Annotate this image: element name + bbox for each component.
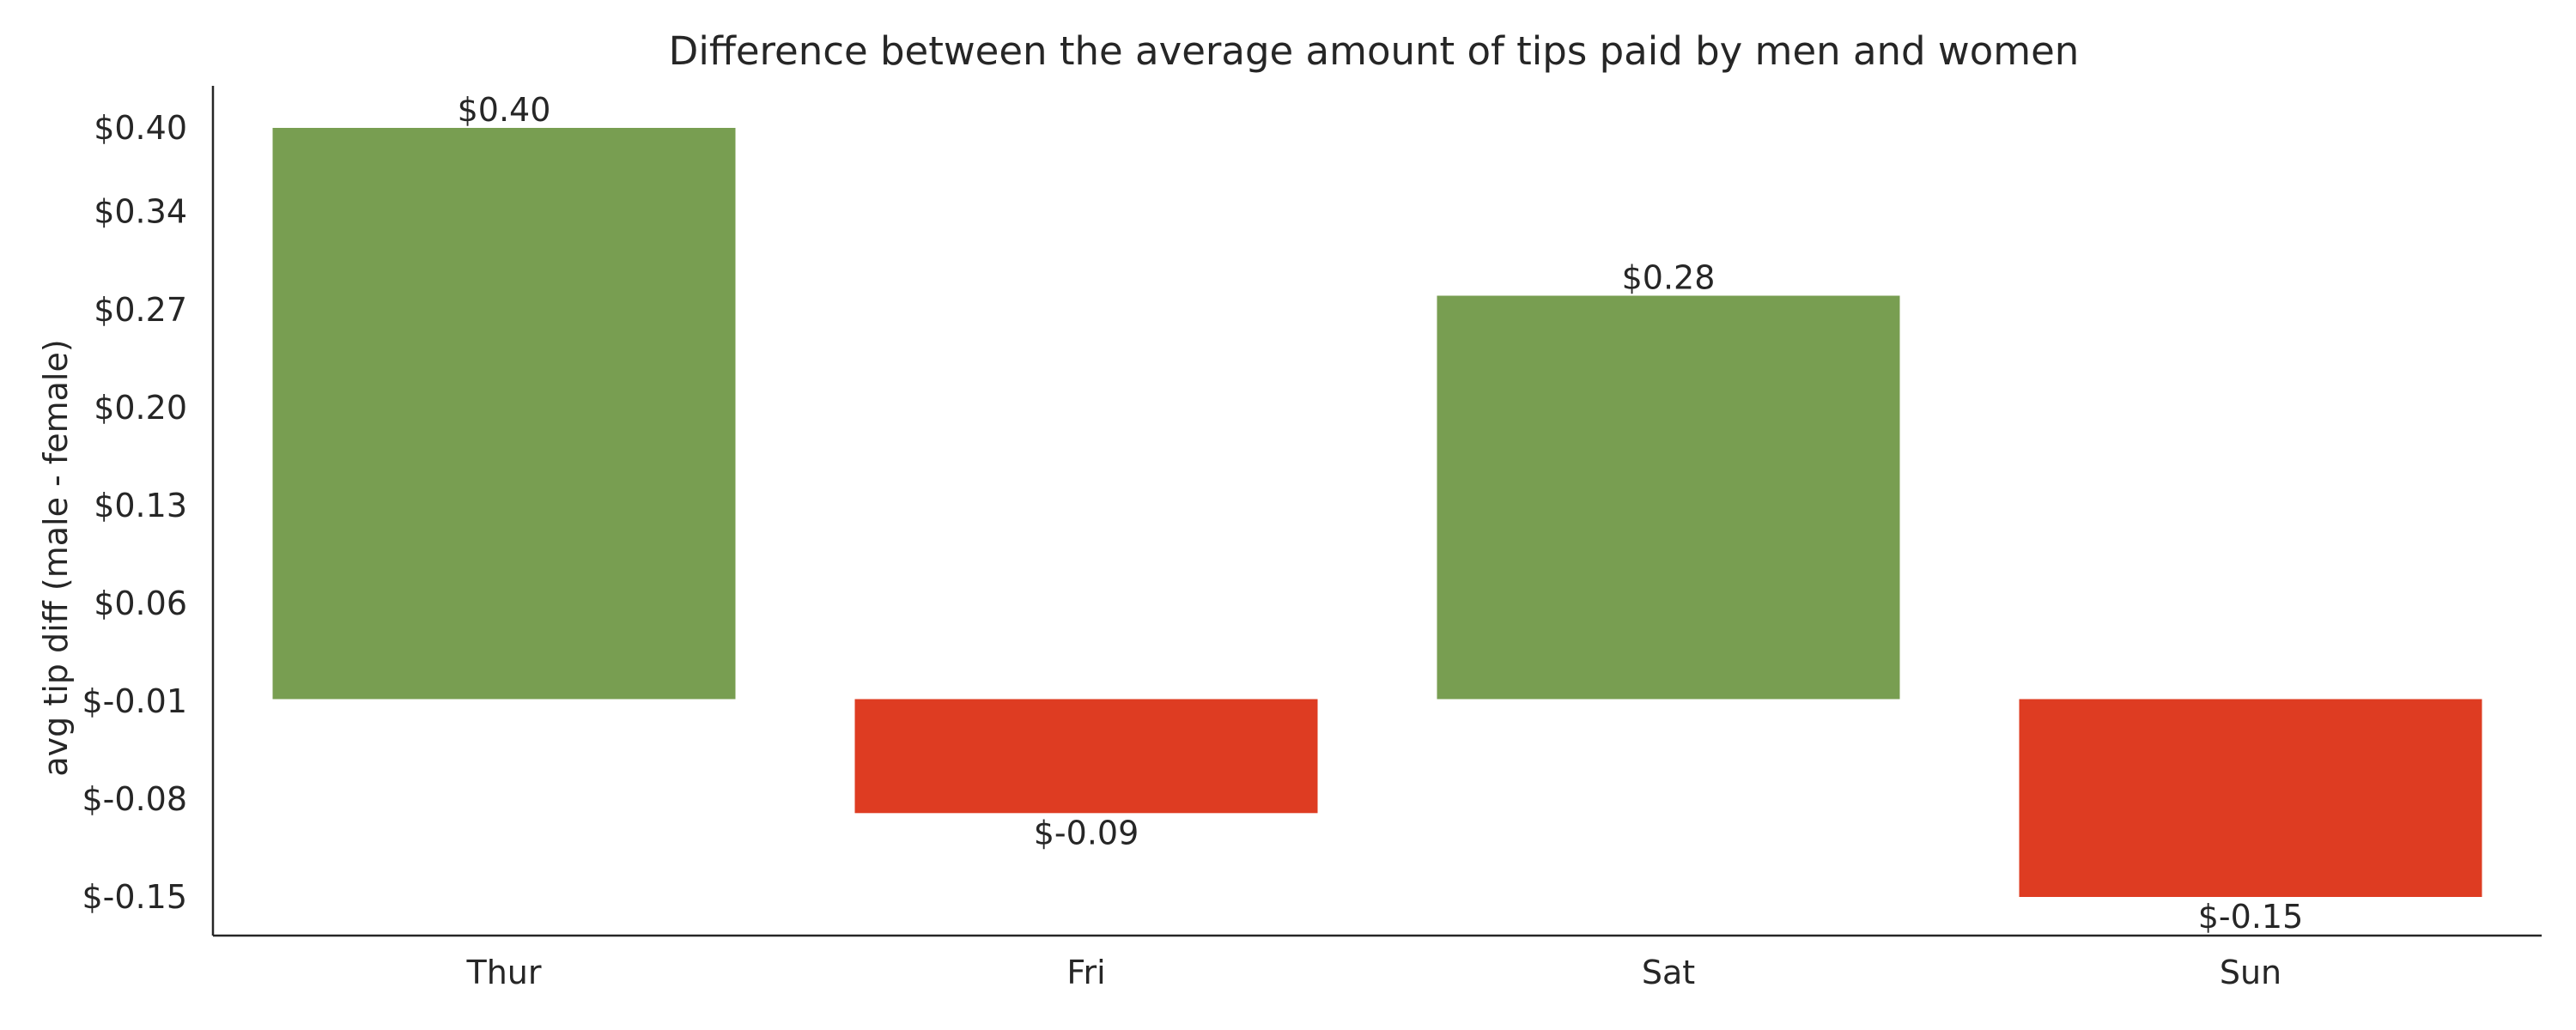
y-tick-label: $-0.01 (82, 682, 188, 720)
y-axis-label: avg tip diff (male - female) (37, 339, 75, 776)
y-ticks-layer: $0.40 $0.34 $0.27 $0.20 $0.13 $0.06 $-0.01 $-0.… (82, 109, 188, 916)
y-tick-label: $0.27 (94, 291, 187, 329)
x-tick-label-sat: Sat (1642, 954, 1695, 991)
bars-layer (272, 128, 2482, 897)
chart-title: Difference between the average amount of… (669, 28, 2080, 74)
data-label-sun: $-0.15 (2198, 898, 2304, 936)
data-label-thur: $0.40 (458, 91, 551, 129)
bar-fri (854, 699, 1318, 814)
y-tick-label: $0.40 (94, 109, 187, 147)
x-tick-label-fri: Fri (1066, 954, 1105, 991)
x-tick-label-sun: Sun (2220, 954, 2281, 991)
bar-sat (1437, 295, 1900, 700)
y-tick-label: $0.06 (94, 585, 187, 622)
y-tick-label: $-0.15 (82, 878, 188, 916)
data-labels-layer: $0.40 $-0.09 $0.28 $-0.15 (458, 91, 2304, 936)
x-tick-label-thur: Thur (465, 954, 541, 991)
x-ticks-layer: Thur Fri Sat Sun (465, 954, 2281, 991)
y-tick-label: $-0.08 (82, 780, 188, 818)
data-label-sat: $0.28 (1622, 259, 1716, 297)
y-tick-label: $0.34 (94, 193, 187, 231)
bar-sun (2019, 699, 2482, 897)
y-tick-label: $0.20 (94, 389, 187, 427)
y-tick-label: $0.13 (94, 487, 187, 524)
bar-thur (272, 128, 736, 700)
data-label-fri: $-0.09 (1034, 814, 1139, 851)
